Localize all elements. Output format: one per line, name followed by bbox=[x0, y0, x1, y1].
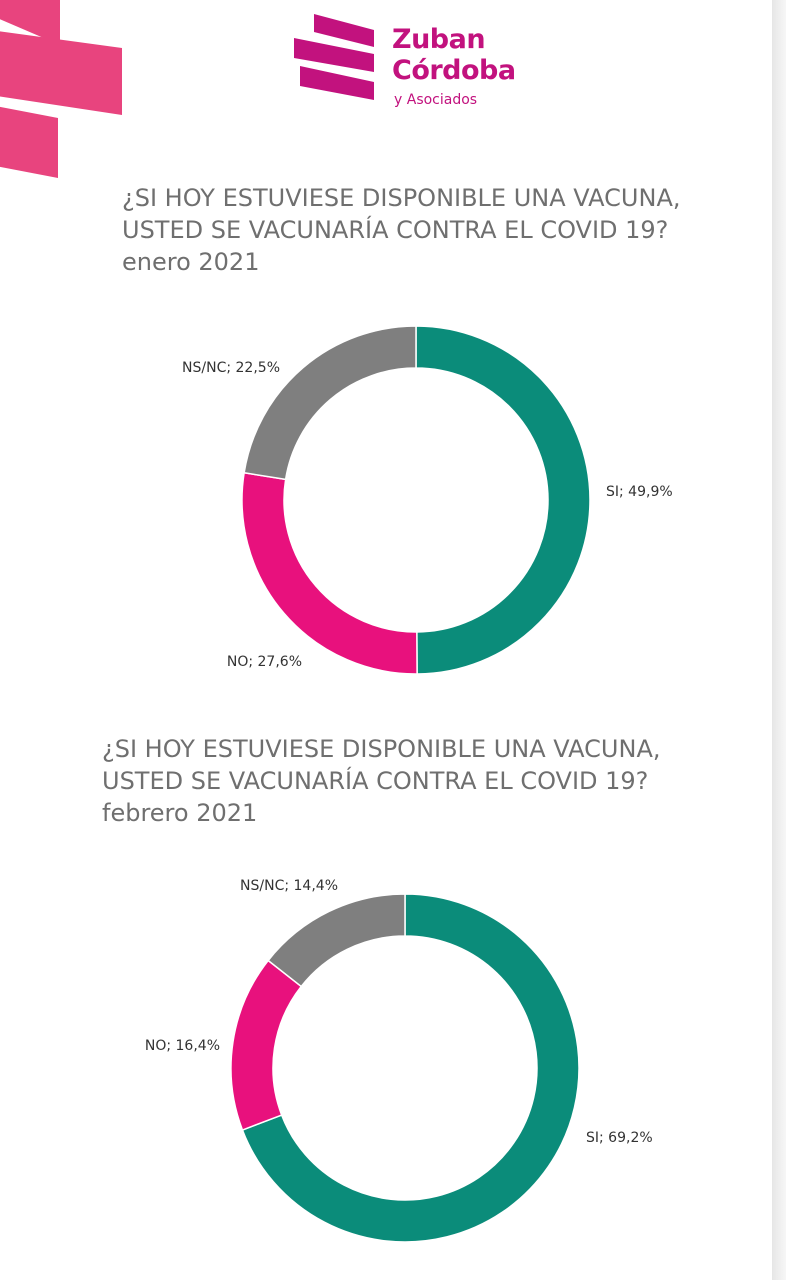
decorative-stripes bbox=[0, 0, 122, 178]
brand-logo: Zuban Córdoba y Asociados bbox=[294, 14, 534, 114]
chart-title-january: ¿SI HOY ESTUVIESE DISPONIBLE UNA VACUNA,… bbox=[122, 184, 681, 276]
brand-subtitle: y Asociados bbox=[394, 92, 478, 108]
donut-chart-january: SI; 49,9% NO; 27,6% NS/NC; 22,5% bbox=[182, 325, 673, 675]
brand-name: Zuban Córdoba bbox=[392, 24, 516, 86]
slice-ns-nc bbox=[243, 325, 417, 481]
chart-title-february: ¿SI HOY ESTUVIESE DISPONIBLE UNA VACUNA,… bbox=[102, 735, 661, 827]
slice-label-ns-nc: NS/NC; 22,5% bbox=[182, 360, 280, 376]
slice-label-si: SI; 49,9% bbox=[606, 484, 673, 500]
slice-si bbox=[415, 325, 591, 675]
brand-name-line1: Zuban bbox=[392, 24, 486, 55]
donut-chart-february: SI; 69,2% NO; 16,4% NS/NC; 14,4% bbox=[145, 878, 653, 1243]
slice-no bbox=[230, 959, 303, 1131]
slice-label-si: SI; 69,2% bbox=[586, 1130, 653, 1146]
slice-label-ns-nc: NS/NC; 14,4% bbox=[240, 878, 338, 894]
page-edge bbox=[772, 0, 786, 1280]
slice-ns-nc bbox=[267, 893, 406, 988]
slice-no bbox=[241, 471, 418, 675]
slice-si bbox=[241, 893, 580, 1243]
slice-label-no: NO; 16,4% bbox=[145, 1038, 220, 1054]
brand-name-line2: Córdoba bbox=[392, 55, 516, 86]
brand-logo-icon bbox=[294, 14, 374, 100]
slice-label-no: NO; 27,6% bbox=[227, 654, 302, 670]
